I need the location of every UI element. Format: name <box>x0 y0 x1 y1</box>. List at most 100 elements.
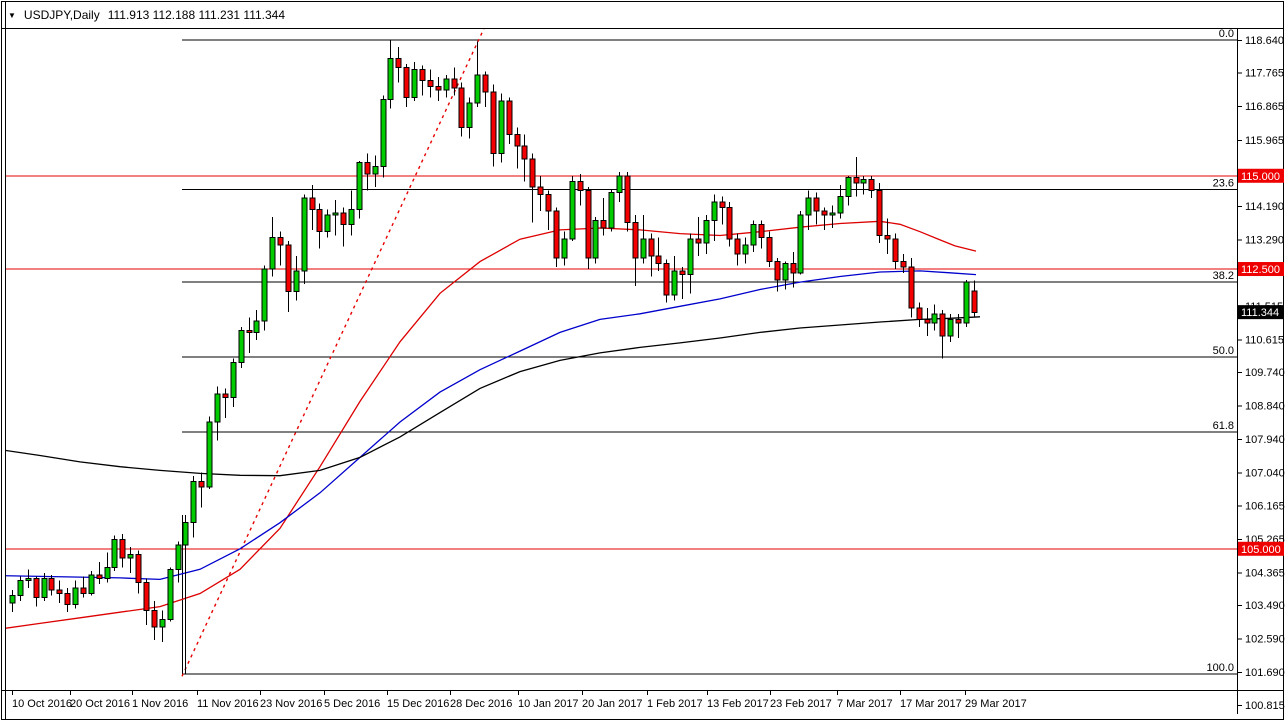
fib-label-50.0: 50.0 <box>1213 345 1234 357</box>
candle-body <box>119 538 126 559</box>
candle <box>293 255 300 301</box>
candle-body <box>971 290 978 313</box>
candle <box>72 580 79 609</box>
candle <box>561 231 568 266</box>
candle-body <box>537 186 544 195</box>
candle <box>190 476 197 538</box>
candle <box>585 186 592 270</box>
candle <box>805 190 812 230</box>
candle-body <box>592 220 599 259</box>
candle-body <box>206 421 213 488</box>
candle-body <box>277 236 284 246</box>
candle-body <box>380 98 387 167</box>
price-badge-105.000: 105.000 <box>1238 541 1284 556</box>
candle-body <box>411 68 418 98</box>
ohlc-readout: 111.913 112.188 111.231 111.344 <box>107 8 286 22</box>
candle-body <box>41 578 48 598</box>
candle-body <box>805 197 812 216</box>
candle <box>521 134 528 182</box>
date-label: 20 Jan 2017 <box>582 698 643 710</box>
symbol-dropdown-icon[interactable]: ▼ <box>8 10 16 20</box>
candle <box>569 175 576 242</box>
candle-body <box>853 177 860 184</box>
candle <box>316 203 323 249</box>
candles-layer <box>9 39 978 674</box>
candle <box>813 192 820 225</box>
candle <box>33 576 40 607</box>
candle-body <box>931 313 938 324</box>
candle-body <box>182 522 189 546</box>
candle <box>340 207 347 247</box>
candle <box>695 216 702 256</box>
candle-body <box>104 566 111 580</box>
candle-body <box>246 330 253 333</box>
moving-averages-layer <box>6 220 981 629</box>
candle-body <box>111 538 118 568</box>
price-tick-label: 102.590 <box>1245 634 1285 646</box>
candle-body <box>553 210 560 259</box>
price-axis[interactable]: 118.640 117.765 116.865 115.965 114.190 113.2… <box>1237 35 1285 712</box>
candle-body <box>797 214 804 274</box>
candle <box>246 317 253 353</box>
candle <box>104 552 111 583</box>
candle <box>88 571 95 596</box>
candle-body <box>640 238 647 259</box>
chart-title-bar: ▼ USDJPY,Daily 111.913 112.188 111.231 1… <box>8 6 285 24</box>
candle-body <box>222 393 229 399</box>
candle-body <box>159 619 166 628</box>
candle-body <box>474 74 481 104</box>
candle-body <box>892 238 899 263</box>
candle-body <box>569 180 576 240</box>
candle <box>80 576 87 598</box>
candle <box>679 267 686 299</box>
candle-body <box>348 208 355 225</box>
price-tick-label: 118.640 <box>1245 35 1284 47</box>
date-label: 29 Mar 2017 <box>965 698 1027 710</box>
candle-body <box>695 238 702 244</box>
price-tick-label: 116.865 <box>1245 101 1284 113</box>
candle-body <box>758 223 765 238</box>
candle-body <box>490 91 497 154</box>
candle-body <box>230 361 237 399</box>
candle-body <box>316 208 323 233</box>
candle <box>821 207 828 230</box>
price-badge-text: 112.500 <box>1241 264 1280 276</box>
candle-body <box>876 190 883 236</box>
candle-body <box>435 85 442 91</box>
candle-body <box>253 320 260 333</box>
price-badge-text: 115.000 <box>1241 171 1280 183</box>
fib-label-23.6: 23.6 <box>1213 178 1234 190</box>
candle-body <box>151 609 158 628</box>
date-label: 23 Nov 2016 <box>260 698 322 710</box>
candle <box>640 214 647 264</box>
candle <box>332 200 339 236</box>
candle <box>734 233 741 266</box>
candle <box>655 237 662 271</box>
candle-body <box>324 214 331 233</box>
candle-body <box>293 270 300 292</box>
candle-body <box>403 67 410 98</box>
date-label: 17 Mar 2017 <box>900 698 962 710</box>
candle-body <box>624 175 631 223</box>
candle-body <box>750 223 757 246</box>
candle <box>514 127 521 169</box>
candle-body <box>514 134 521 147</box>
candle <box>411 62 418 102</box>
candle <box>782 261 789 290</box>
candle <box>766 231 773 268</box>
date-label: 23 Feb 2017 <box>770 698 832 710</box>
candle <box>750 220 757 253</box>
candle-body <box>955 318 962 324</box>
candle-body <box>545 193 552 212</box>
plot-area[interactable] <box>0 28 1237 677</box>
current-price-badge-bg <box>1238 305 1284 320</box>
candle-body <box>364 162 371 175</box>
price-tick-label: 110.615 <box>1245 334 1284 346</box>
candle <box>592 216 599 264</box>
price-tick-label: 100.815 <box>1245 700 1285 712</box>
candle <box>309 185 316 230</box>
candle-body <box>829 212 836 216</box>
date-label: 10 Jan 2017 <box>518 698 579 710</box>
